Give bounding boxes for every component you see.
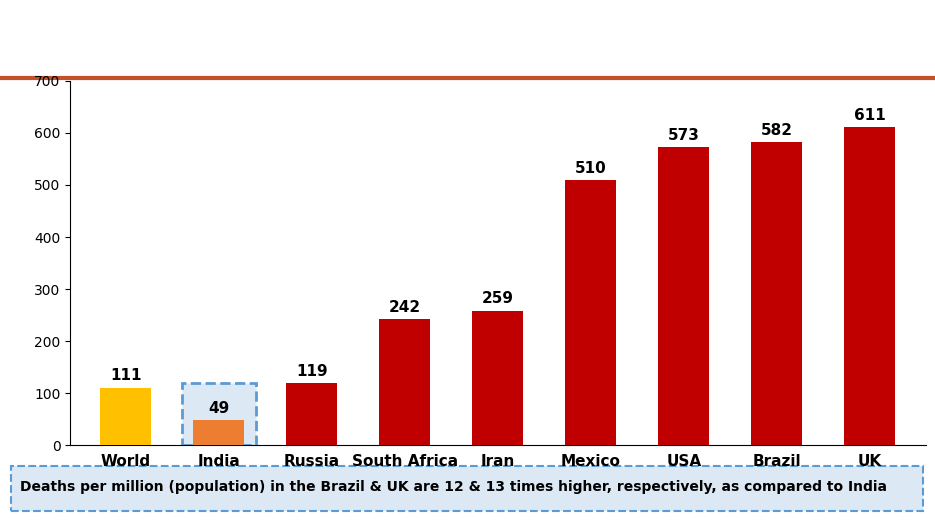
Text: 119: 119 [296, 364, 327, 379]
Bar [182, 383, 255, 445]
Text: 111: 111 [110, 368, 142, 383]
Bar [658, 147, 710, 445]
Bar [566, 180, 616, 445]
Text: 582: 582 [761, 123, 793, 138]
Bar [100, 388, 151, 445]
Bar [844, 127, 896, 445]
Text: 510: 510 [575, 160, 607, 176]
Bar [194, 420, 244, 445]
Bar [286, 383, 338, 445]
Text: 573: 573 [668, 128, 699, 143]
Text: 259: 259 [482, 291, 514, 306]
Text: Deaths per million (population) in the Brazil & UK are 12 & 13 times higher, res: Deaths per million (population) in the B… [21, 480, 887, 494]
Text: 611: 611 [854, 108, 885, 123]
Bar [472, 311, 524, 445]
Text: 242: 242 [389, 300, 421, 315]
Bar [752, 142, 802, 445]
Text: 49: 49 [209, 401, 229, 416]
Text: Deaths per Million Population - Amongst the Lowest in the World: Deaths per Million Population - Amongst … [14, 23, 935, 49]
Bar [380, 319, 430, 445]
